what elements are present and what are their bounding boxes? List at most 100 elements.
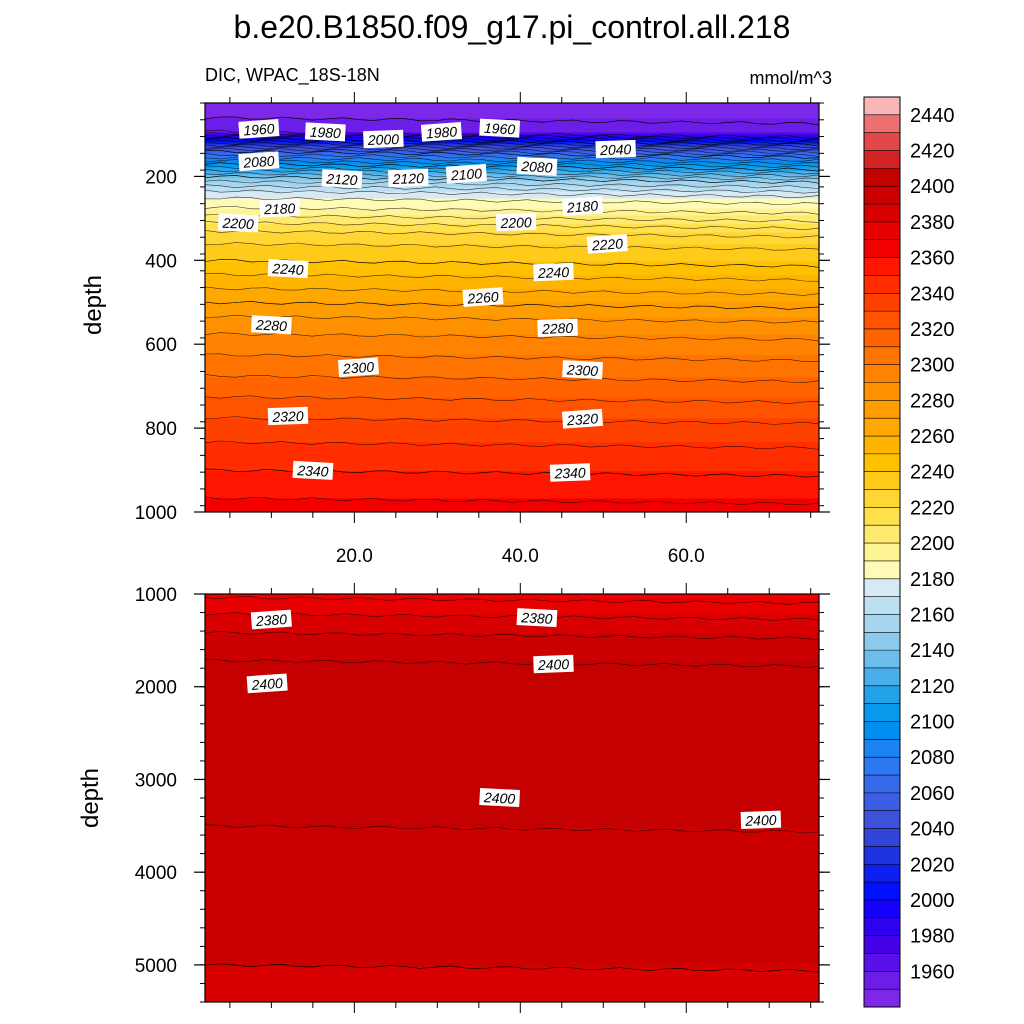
contour-line: [205, 824, 819, 834]
contour-label: 2200: [217, 213, 259, 233]
contour-label-box: [292, 460, 334, 480]
colorbar-swatch: [864, 596, 900, 615]
colorbar-swatch: [864, 739, 900, 758]
y-tick-label: 600: [145, 335, 177, 356]
colorbar-tick-label: 2080: [910, 747, 955, 769]
contour-label-text: 2320: [271, 408, 304, 425]
contour-band: [205, 159, 819, 162]
contour-line: [205, 141, 819, 151]
contour-label: 2380: [516, 608, 558, 628]
contour-label-text: 2380: [254, 611, 287, 629]
colorbar-swatch: [864, 400, 900, 419]
y-tick-label: 800: [145, 419, 177, 440]
colorbar-swatch: [864, 114, 900, 134]
contour-label: 2080: [238, 151, 280, 172]
contour-label: 1980: [420, 122, 463, 142]
contour-label: 2400: [479, 787, 521, 808]
upper-panel: 1960 1980 2000 1980 1960 2040 2080 2120 2120 2100…: [80, 92, 830, 567]
colorbar-swatch: [864, 132, 900, 152]
colorbar-tick-label: 2160: [910, 604, 955, 626]
contour-label-box: [586, 234, 628, 254]
colorbar-swatch: [864, 364, 900, 383]
lower-y-axis-label: depth: [77, 768, 104, 828]
colorbar-tick-label: 2140: [910, 640, 955, 662]
contour-label-text: 2340: [553, 464, 586, 481]
colorbar-swatch: [864, 293, 900, 312]
contour-line: [205, 116, 819, 126]
contour-label-box: [479, 787, 521, 808]
colorbar-swatch: [864, 525, 900, 544]
y-tick-label: 400: [145, 251, 177, 272]
colorbar-tick-label: 2180: [910, 569, 955, 591]
contour-label-box: [321, 169, 363, 189]
contour-label-text: 2400: [744, 812, 777, 829]
lower-axis-ticks: 1000 2000 3000 4000 5000: [135, 583, 830, 1013]
contour-band: [205, 498, 819, 512]
contour-label: 2300: [562, 360, 603, 380]
colorbar-tick-label: 2420: [910, 141, 955, 163]
colorbar-tick-label: 2340: [910, 283, 955, 305]
contour-line: [205, 165, 819, 175]
colorbar-swatch: [864, 899, 900, 919]
contour-label-text: 2240: [271, 260, 304, 278]
contour-line: [205, 206, 819, 215]
contour-line: [205, 440, 819, 450]
contour-line: [205, 658, 819, 668]
lower-contour-labels: 2380 2380 2400 2400 2400 2400: [246, 608, 782, 829]
colorbar-tick-label: 2400: [910, 176, 955, 198]
colorbar-swatch: [864, 989, 900, 1008]
colorbar-swatch: [864, 846, 900, 865]
contour-label-text: 2300: [566, 361, 599, 379]
contour-line: [205, 612, 819, 621]
contour-label-text: 2400: [537, 656, 570, 673]
contour-label: 2260: [462, 287, 504, 307]
contour-label: 2120: [387, 168, 429, 188]
contour-label-box: [337, 357, 380, 378]
colorbar-swatch: [864, 650, 900, 669]
colorbar-tick-label: 2280: [910, 390, 955, 412]
contour-label: 1960: [479, 118, 521, 138]
y-tick-label: 2000: [135, 678, 177, 699]
colorbar-swatch: [864, 311, 900, 330]
colorbar-swatch: [864, 275, 900, 294]
colorbar-swatch: [864, 721, 900, 740]
colorbar-swatch: [864, 239, 900, 259]
contour-band: [205, 377, 819, 399]
contour-line: [205, 395, 819, 405]
colorbar-frame: [863, 96, 901, 1008]
contour-label: 2040: [595, 139, 636, 159]
contour-label: 2100: [445, 163, 487, 184]
contour-label-box: [462, 287, 504, 307]
contour-band: [205, 160, 819, 165]
contour-band: [205, 103, 819, 119]
contour-label-box: [238, 119, 280, 139]
colorbar-tick-label: 2360: [910, 248, 955, 270]
contour-label-box: [304, 122, 346, 142]
colorbar-tick-label: 2220: [910, 497, 955, 519]
contour-label-text: 2400: [250, 675, 283, 693]
y-tick-label: 200: [145, 167, 177, 188]
contour-label-box: [595, 139, 636, 159]
colorbar-swatch: [864, 150, 900, 169]
contour-label: 1980: [304, 122, 346, 142]
contour-label: 2400: [740, 810, 782, 829]
colorbar-swatch: [864, 792, 900, 812]
colorbar-swatch: [864, 453, 900, 473]
colorbar-tick-label: 2100: [910, 712, 955, 734]
contour-label-box: [251, 315, 292, 335]
upper-plot-frame: [204, 102, 820, 513]
contour-line: [205, 374, 819, 384]
contour-label-box: [420, 122, 463, 142]
y-tick-label: 1000: [135, 585, 177, 606]
contour-band: [205, 317, 819, 336]
contour-label: 2240: [533, 262, 574, 282]
contour-line: [205, 300, 819, 310]
contour-label-text: 2220: [590, 235, 623, 253]
contour-line: [205, 229, 819, 239]
contour-band: [205, 150, 819, 154]
contour-line: [205, 332, 819, 342]
contour-label-text: 1980: [425, 123, 457, 141]
contour-line: [205, 630, 819, 641]
colorbar-swatch: [864, 703, 900, 723]
